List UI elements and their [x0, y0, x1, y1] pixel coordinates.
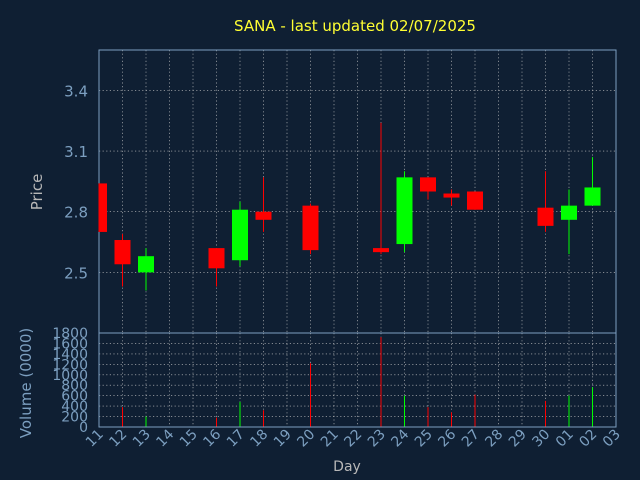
price-tick-label: 2.8	[64, 204, 88, 222]
price-tick-label: 3.4	[64, 82, 88, 100]
candle-body	[232, 209, 248, 261]
x-tick-label: 26	[435, 426, 459, 450]
x-tick-label: 25	[412, 427, 436, 451]
volume-axis-label: Volume (0000)	[17, 328, 35, 438]
volume-tick-label: 400	[61, 399, 88, 415]
candle-body	[443, 193, 460, 198]
x-tick-label: 02	[576, 427, 600, 451]
volume-tick-label: 600	[61, 389, 88, 405]
x-tick-label: 18	[247, 427, 271, 451]
candle-body	[138, 256, 154, 273]
x-tick-label: 15	[177, 427, 201, 451]
x-tick-label: 21	[318, 427, 342, 451]
x-tick-label: 28	[482, 427, 506, 451]
candle-body	[255, 211, 272, 220]
volume-tick-label: 200	[61, 410, 88, 426]
candle-body	[420, 177, 436, 192]
volume-tick-label: 800	[61, 378, 88, 394]
x-tick-label: 20	[294, 427, 318, 451]
candle-body	[114, 240, 131, 265]
candle-body	[99, 183, 107, 232]
volume-tick-label: 1800	[52, 326, 88, 342]
price-tick-label: 3.1	[64, 143, 88, 161]
x-tick-label: 30	[529, 427, 553, 451]
x-tick-label: 14	[153, 426, 177, 450]
price-axis-label: Price	[28, 174, 46, 211]
x-tick-label: 22	[341, 427, 365, 451]
x-tick-label: 24	[388, 426, 412, 450]
x-tick-label: 17	[224, 427, 248, 451]
x-tick-label: 12	[106, 427, 130, 451]
x-tick-label: 01	[553, 427, 577, 451]
x-tick-label: 03	[600, 427, 624, 451]
candle-body	[537, 207, 554, 226]
candle-body	[373, 248, 389, 253]
x-tick-label: 29	[506, 427, 530, 451]
x-axis-ticks: 11 12 13 14 15 16 17 18 19 20 21 22 23 24 25 26 27 28 29 30…	[83, 426, 624, 450]
x-tick-label: 23	[365, 427, 389, 451]
candle-body	[584, 187, 601, 206]
x-tick-label: 27	[459, 427, 483, 451]
x-tick-label: 19	[271, 427, 295, 451]
x-axis-label: Day	[333, 459, 361, 475]
volume-tick-label: 0	[79, 420, 88, 436]
candle-body	[561, 205, 577, 220]
volume-plot-frame	[98, 332, 617, 428]
x-tick-label: 13	[130, 427, 154, 451]
candle-body	[208, 248, 225, 269]
candle-body	[467, 191, 483, 210]
price-tick-label: 2.5	[64, 264, 88, 282]
candle-body	[396, 177, 413, 245]
x-tick-label: 16	[200, 426, 224, 450]
price-panel: 2.5 2.8 3.1 3.4	[64, 49, 617, 334]
volume-tick-label: 1400	[52, 347, 88, 363]
volume-tick-label: 1600	[52, 336, 88, 352]
volume-tick-label: 1000	[52, 368, 88, 384]
chart-title: SANA - last updated 02/07/2025	[234, 17, 476, 35]
candle-body	[302, 205, 319, 251]
volume-tick-label: 1200	[52, 357, 88, 373]
